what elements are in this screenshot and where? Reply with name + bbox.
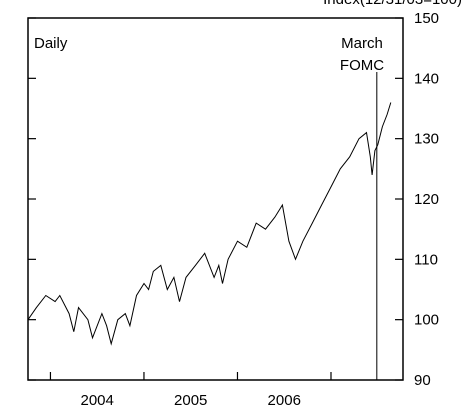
y-axis-label: Index(12/31/03=100) — [323, 0, 462, 8]
y-tick-label: 110 — [414, 251, 438, 268]
x-tick-label: 2006 — [268, 392, 301, 409]
x-tick-label: 2005 — [174, 392, 207, 409]
line-series — [27, 102, 392, 346]
event-label: FOMC — [340, 57, 384, 74]
y-tick-label: 100 — [414, 312, 439, 329]
y-tick-label: 140 — [414, 70, 439, 87]
y-tick-label: 150 — [414, 10, 439, 27]
daily-label: Daily — [34, 35, 68, 52]
y-tick-label: 90 — [414, 372, 431, 389]
y-tick-label: 130 — [414, 131, 439, 148]
event-label: March — [341, 35, 383, 52]
y-tick-label: 120 — [414, 191, 439, 208]
x-tick-label: 2004 — [81, 392, 114, 409]
